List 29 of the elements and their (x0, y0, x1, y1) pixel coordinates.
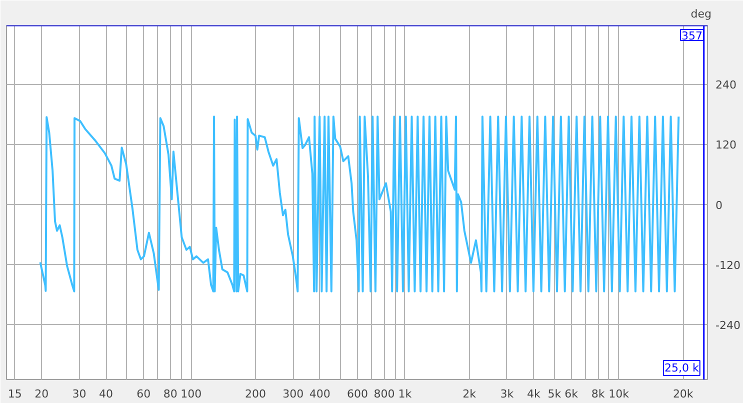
x-tick-label: 600 (346, 388, 368, 400)
x-tick-label: 60 (136, 388, 151, 400)
y-axis-title: deg (690, 8, 712, 20)
x-tick-label: 6k (564, 388, 579, 400)
x-tick-label: 20k (672, 388, 694, 400)
x-tick-label: 5k (548, 388, 562, 400)
x-tick-label: 8k (591, 388, 606, 400)
x-tick-label: 40 (99, 388, 114, 400)
x-tick-label: 300 (282, 388, 304, 400)
x-tick-label: 15 (8, 388, 22, 400)
y-tick-label: -240 (716, 318, 740, 332)
x-tick-label: 400 (309, 388, 330, 400)
x-tick-label: 100 (180, 388, 202, 400)
x-tick-label: 800 (374, 388, 395, 400)
x-tick-label: 80 (163, 388, 178, 400)
y-tick-label: -120 (716, 258, 740, 272)
y-tick-label: 0 (716, 198, 722, 212)
x-tick-label: 2k (462, 388, 477, 400)
x-tick-label: 3k (500, 388, 514, 400)
x-tick-label: 10k (608, 388, 630, 400)
x-tick-label: 30 (72, 388, 86, 400)
y-tick-label: 240 (716, 78, 736, 92)
x-tick-label: 200 (244, 388, 266, 400)
ref-line-label: 357 (682, 30, 703, 42)
x-tick-label: 20 (34, 388, 49, 400)
ref-line-label: 25,0 k (664, 362, 700, 374)
x-tick-label: 4k (526, 388, 541, 400)
y-tick-label: 120 (716, 138, 736, 152)
x-tick-label: 1k (398, 388, 412, 400)
